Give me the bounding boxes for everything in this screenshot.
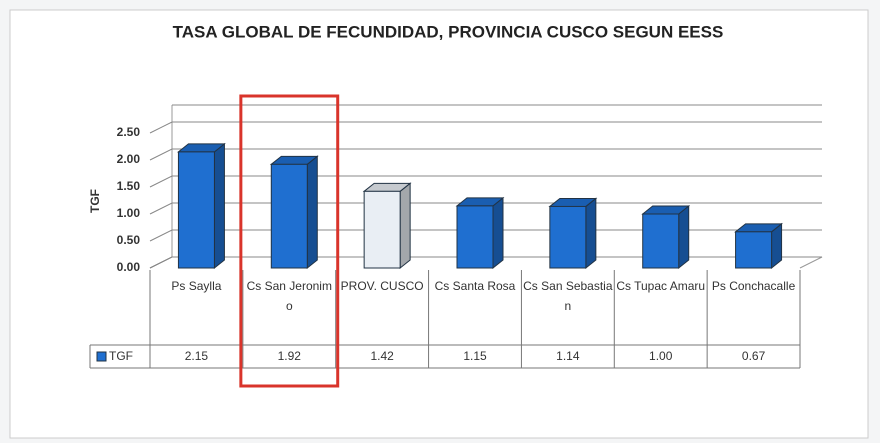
y-axis-label: TGF xyxy=(88,189,102,213)
legend-label: TGF xyxy=(109,349,133,363)
bar-side xyxy=(585,197,597,270)
x-tick-label: Cs Tupac Amaru xyxy=(616,279,706,293)
grid-line xyxy=(149,148,822,161)
grid-line xyxy=(149,229,822,242)
y-tick-label: 1.00 xyxy=(117,206,141,220)
grid-line xyxy=(149,121,822,134)
value-label: 1.14 xyxy=(556,349,580,363)
value-label: 0.67 xyxy=(742,349,766,363)
bar xyxy=(270,163,308,269)
bar-side xyxy=(678,204,690,270)
bar-side xyxy=(213,142,225,270)
grid-line xyxy=(149,256,822,269)
bar xyxy=(177,151,215,269)
value-label: 1.15 xyxy=(463,349,487,363)
legend-swatch xyxy=(96,351,107,362)
bar-side xyxy=(399,182,411,270)
x-tick-label: Cs San Sebastian xyxy=(523,279,613,313)
bar xyxy=(642,213,680,269)
chart-title: TASA GLOBAL DE FECUNDIDAD, PROVINCIA CUS… xyxy=(173,22,724,41)
y-tick-label: 2.50 xyxy=(117,125,141,139)
x-tick-label: Ps Conchacalle xyxy=(711,279,796,293)
x-tick-label: Cs Santa Rosa xyxy=(434,279,516,293)
grid-line xyxy=(149,202,822,215)
y-tick-label: 0.50 xyxy=(117,233,141,247)
x-tick-label: PROV. CUSCO xyxy=(340,279,424,293)
bar xyxy=(549,205,587,269)
value-label: 2.15 xyxy=(185,349,209,363)
y-tick-label: 0.00 xyxy=(117,260,141,274)
x-tick-label: Cs San Jeronimo xyxy=(246,279,332,313)
y-tick-label: 2.00 xyxy=(117,152,141,166)
y-tick-label: 1.50 xyxy=(117,179,141,193)
grid-line xyxy=(149,175,822,188)
bar-side xyxy=(492,196,504,270)
bar xyxy=(363,190,401,269)
chart-frame xyxy=(9,9,869,439)
bar xyxy=(456,205,494,269)
bar-side xyxy=(306,155,318,270)
highlight-frame xyxy=(239,94,340,388)
value-label: 1.92 xyxy=(278,349,302,363)
value-label: 1.42 xyxy=(370,349,394,363)
x-tick-label: Ps Saylla xyxy=(171,279,222,293)
bar xyxy=(735,231,773,269)
value-label: 1.00 xyxy=(649,349,673,363)
